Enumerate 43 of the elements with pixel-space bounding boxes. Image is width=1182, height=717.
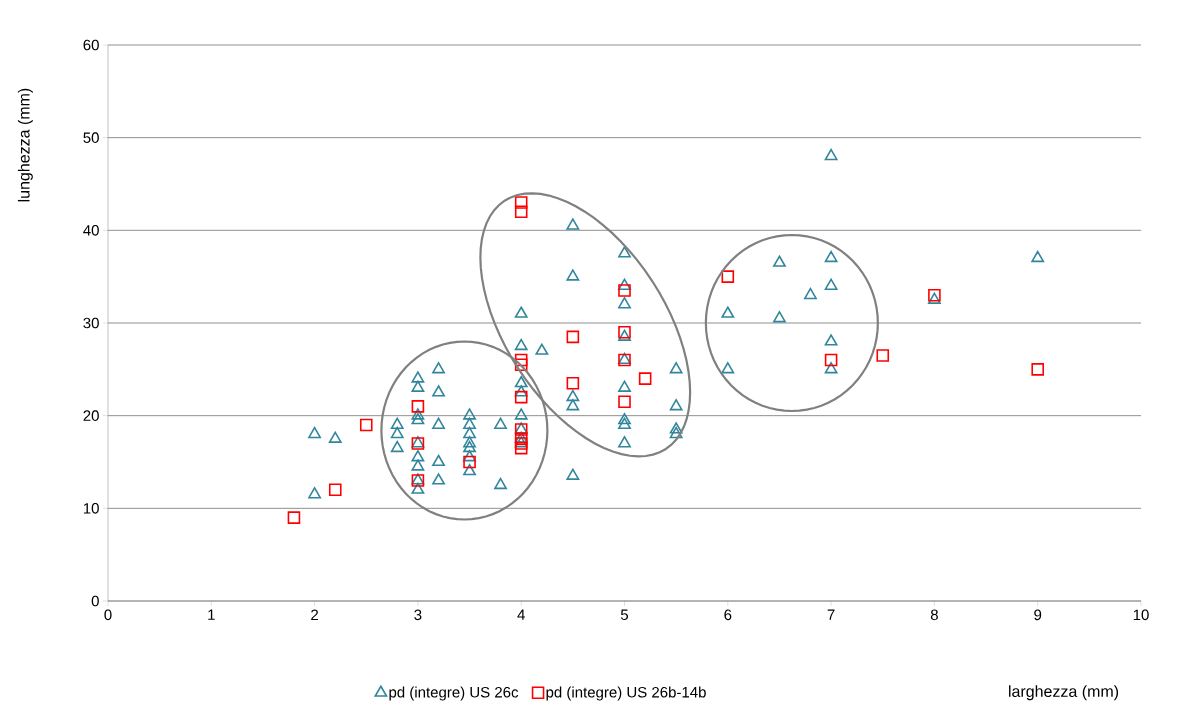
- point: [566, 376, 580, 390]
- y-tick-label: 10: [83, 503, 99, 514]
- x-axis-title: larghezza (mm): [1009, 685, 1119, 701]
- point: [566, 330, 580, 344]
- point: [411, 400, 425, 413]
- point: [1031, 363, 1044, 376]
- x-tick-label: 1: [208, 609, 215, 620]
- x-tick-label: 3: [414, 609, 422, 621]
- point: [514, 441, 528, 455]
- x-tick-label: 10: [1133, 609, 1149, 621]
- y-tick-label: 30: [83, 317, 99, 329]
- x-tick-label: 5: [620, 609, 629, 620]
- point: [618, 284, 631, 297]
- point: [618, 395, 631, 409]
- y-tick-label: 50: [83, 132, 99, 143]
- point: [928, 288, 941, 302]
- x-tick-label: 7: [827, 609, 835, 620]
- y-tick-label: 60: [83, 39, 99, 51]
- y-tick-label: 0: [91, 595, 99, 607]
- point: [328, 483, 342, 497]
- point: [824, 353, 838, 367]
- point: [876, 349, 890, 362]
- point: [514, 358, 528, 371]
- point: [514, 196, 528, 209]
- legend-label: pd (integre) US 26b-14b: [546, 686, 706, 701]
- x-tick-label: 0: [104, 609, 112, 621]
- point: [514, 390, 528, 404]
- point: [359, 418, 373, 432]
- point: [721, 270, 735, 283]
- x-tick-label: 8: [930, 609, 938, 621]
- y-tick-label: 20: [83, 410, 99, 421]
- y-axis-title: lunghezza (mm): [17, 88, 33, 202]
- legend-label: pd (integre) US 26c: [389, 686, 519, 701]
- x-tick-label: 2: [311, 609, 319, 621]
- x-tick-label: 6: [724, 609, 732, 621]
- y-tick-label: 40: [83, 225, 99, 236]
- x-tick-label: 4: [517, 609, 525, 620]
- point: [463, 455, 476, 469]
- point: [638, 372, 652, 385]
- point: [287, 511, 301, 524]
- x-tick-label: 9: [1034, 609, 1042, 621]
- point: [618, 325, 631, 339]
- point: [514, 205, 528, 219]
